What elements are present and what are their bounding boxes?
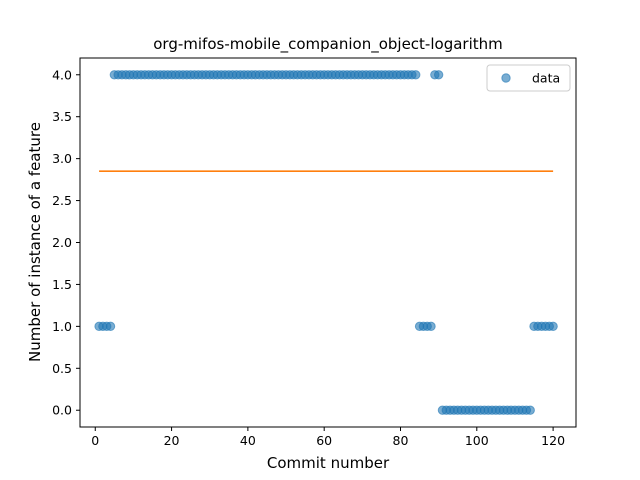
- chart-title: org-mifos-mobile_companion_object-logari…: [153, 35, 503, 54]
- legend-label: data: [532, 71, 560, 86]
- data-point: [525, 405, 535, 415]
- y-tick-label: 1.5: [52, 277, 72, 292]
- legend: data: [486, 64, 571, 92]
- plot-area: [94, 70, 558, 415]
- y-tick-label: 2.5: [52, 193, 72, 208]
- x-tick-label: 20: [164, 433, 180, 448]
- y-axis-title: Number of instance of a feature: [26, 122, 44, 362]
- x-tick-label: 0: [91, 433, 99, 448]
- axes: 0 20 40 60 80 100 120 0.0 0.5 1.0 1.5 2.0 2.5 3.0 3.5 4…: [52, 57, 577, 448]
- x-tick-label: 120: [541, 433, 565, 448]
- x-tick-label: 60: [316, 433, 332, 448]
- x-tick-label: 40: [240, 433, 256, 448]
- x-tick-label: 100: [465, 433, 489, 448]
- legend-marker: [501, 73, 511, 83]
- y-tick-label: 0.0: [52, 403, 72, 418]
- data-point: [426, 321, 436, 332]
- x-axis-title: Commit number: [267, 454, 390, 472]
- data-point: [411, 70, 421, 80]
- y-tick-label: 2.0: [52, 235, 72, 250]
- data-point: [433, 70, 444, 80]
- y-tick-label: 3.0: [52, 151, 72, 166]
- y-tick-label: 3.5: [52, 109, 72, 124]
- data-point: [105, 321, 116, 332]
- y-tick-label: 1.0: [52, 319, 72, 334]
- legend-box: [486, 64, 571, 92]
- x-tick-label: 80: [393, 433, 409, 448]
- y-tick-label: 0.5: [52, 361, 72, 376]
- data-point: [548, 321, 558, 332]
- y-tick-label: 4.0: [52, 67, 72, 82]
